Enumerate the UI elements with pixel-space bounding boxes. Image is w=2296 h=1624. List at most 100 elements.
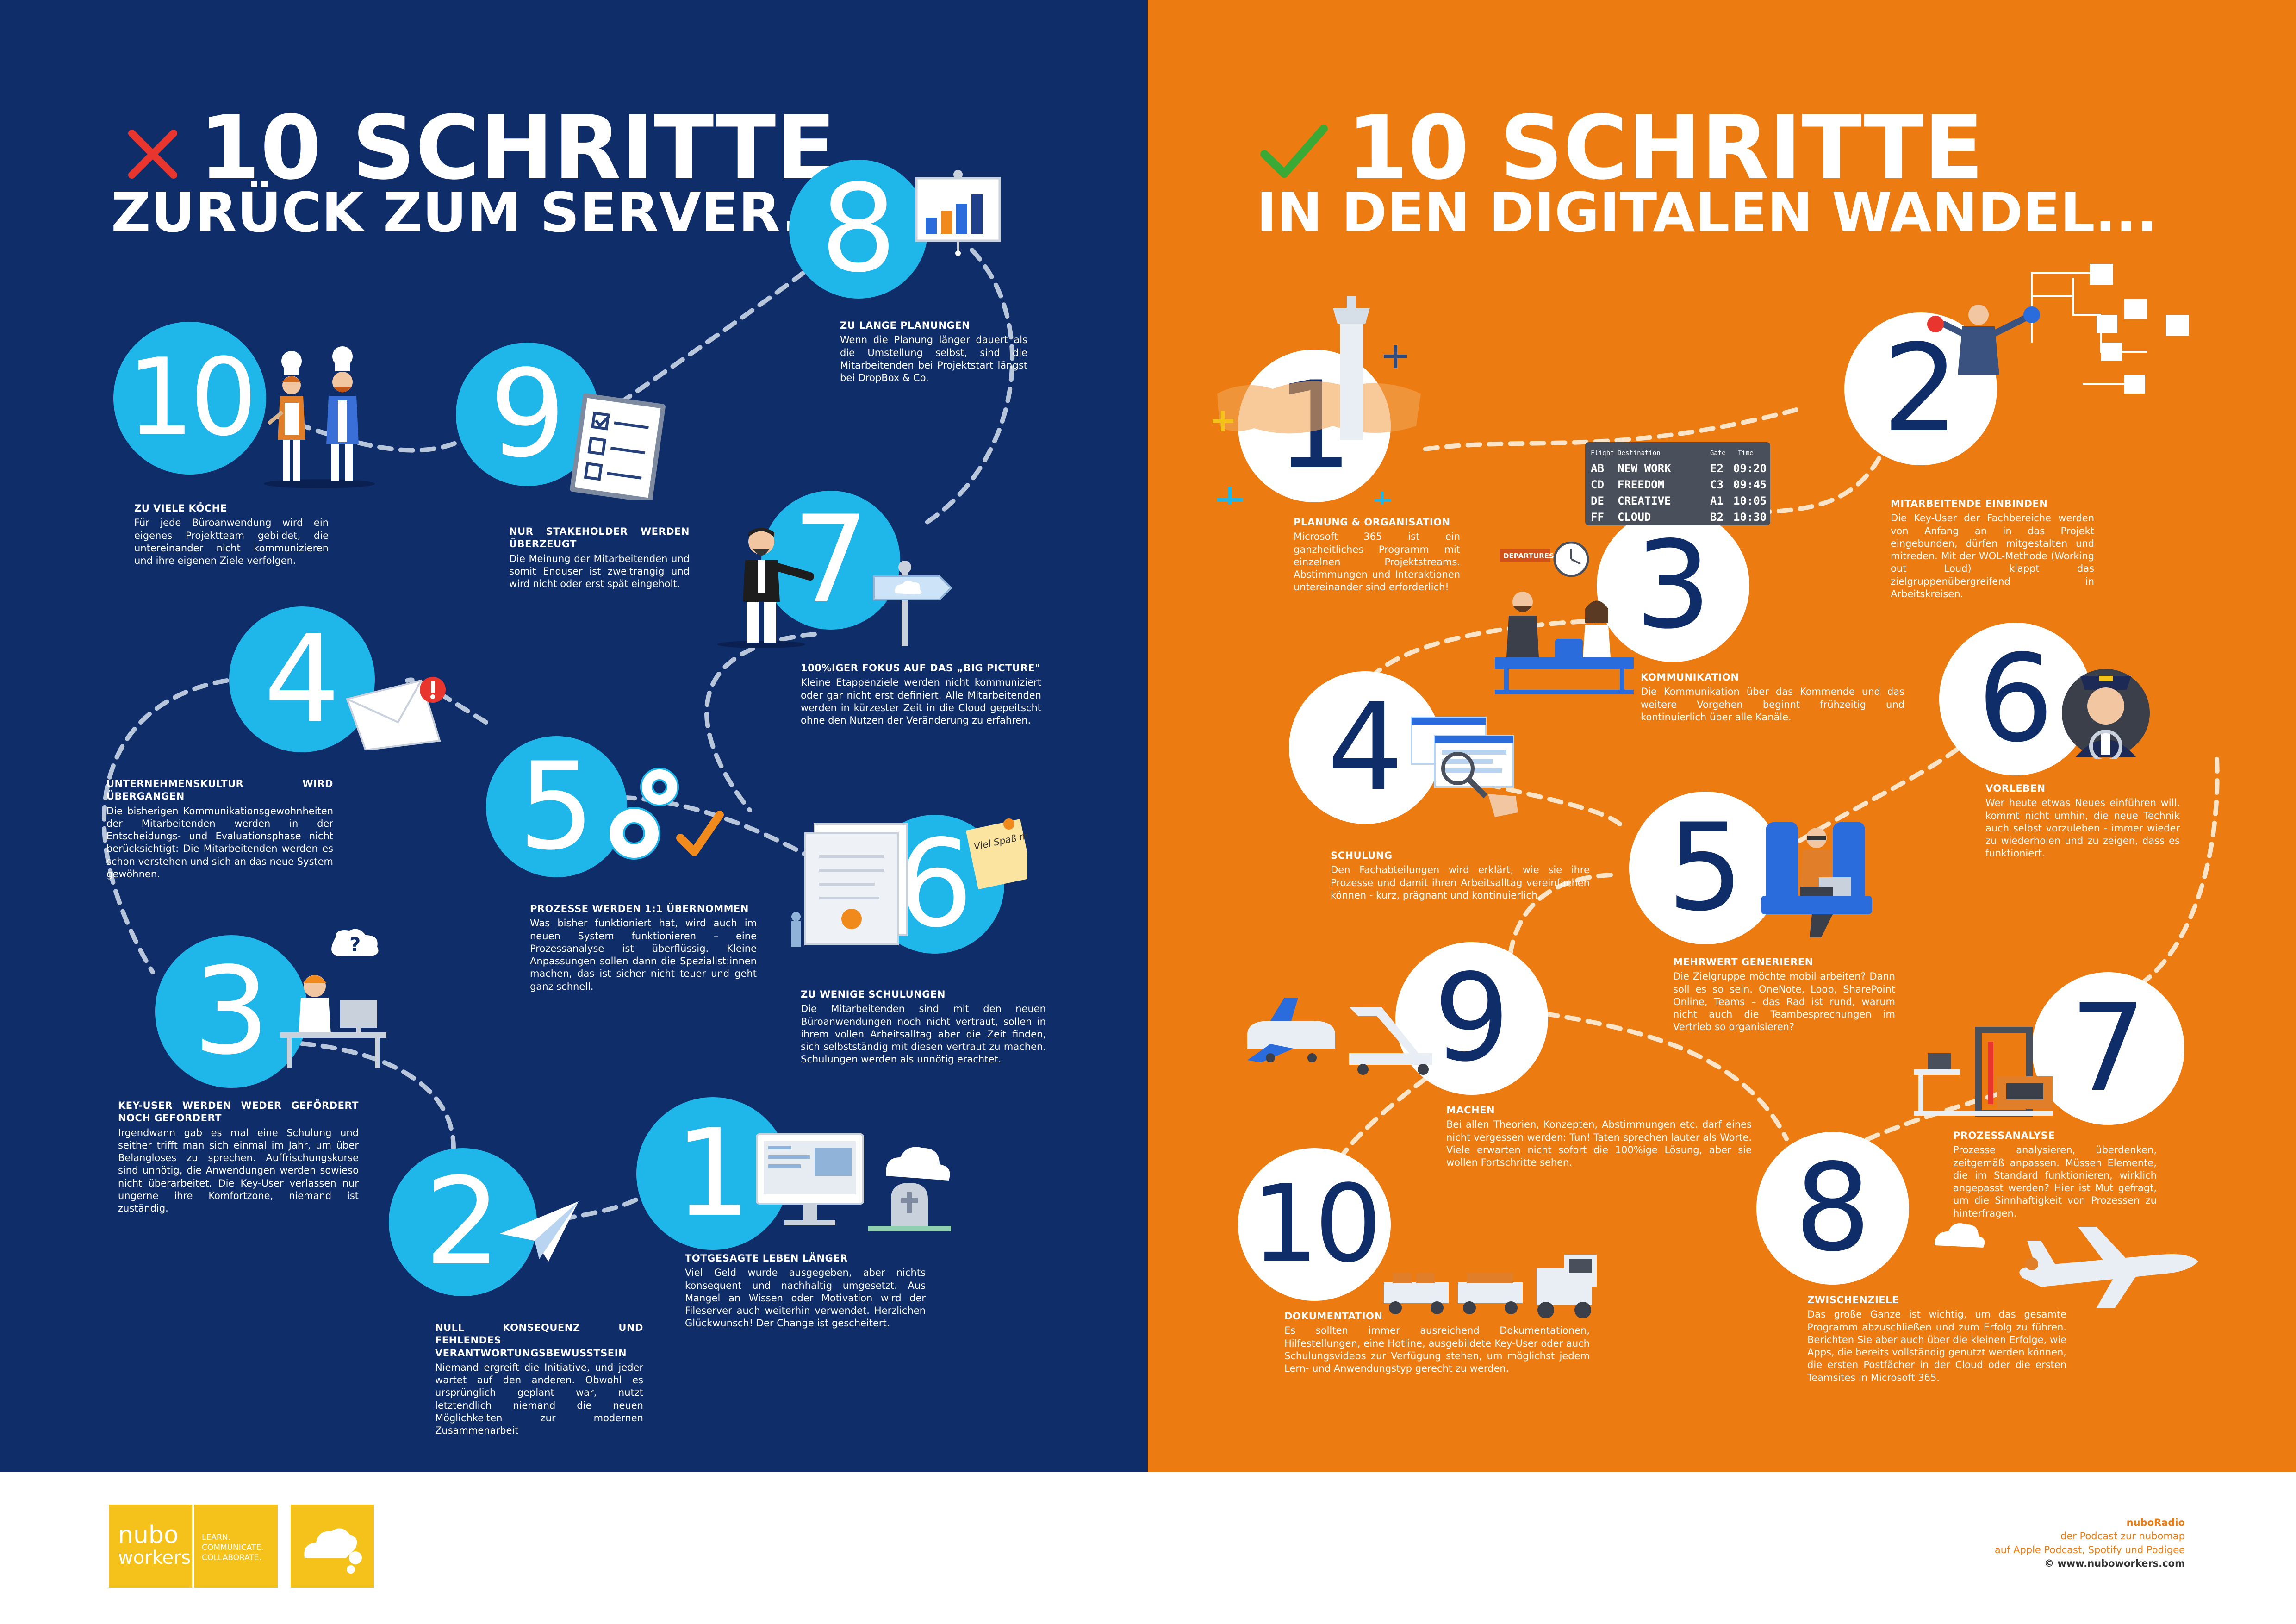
- baggage-truck-icon: [1384, 1255, 1597, 1318]
- tagline-line: LEARN.: [202, 1533, 230, 1542]
- tagline-box: LEARN. COMMUNICATE. COLLABORATE.: [194, 1505, 278, 1588]
- right-title-line1: 10 SCHRITTE: [1259, 104, 1984, 192]
- cloud-signpost-icon: [873, 561, 952, 646]
- board-cell: CLOUD: [1618, 511, 1651, 524]
- board-cell: C3: [1710, 478, 1724, 491]
- step-number: 2: [1882, 319, 1959, 459]
- step-head: PROZESSE WERDEN 1:1 ÜBERNOMMEN: [530, 903, 749, 914]
- chefs-icon: [264, 346, 375, 488]
- step-body: Prozesse analysieren, überdenken, zeitge…: [1953, 1144, 2157, 1219]
- board-cell: E2: [1710, 462, 1724, 475]
- step-head: ZWISCHENZIELE: [1807, 1294, 1899, 1305]
- board-cell: 09:20: [1733, 462, 1767, 475]
- left-title-line2: ZURÜCK ZUM SERVER...: [111, 181, 844, 244]
- right-step-circle-5: 5: [1629, 792, 1782, 944]
- step-head: MITARBEITENDE EINBINDEN: [1891, 498, 2048, 509]
- step-body: Die Kommunikation über das Kommende und …: [1641, 686, 1904, 723]
- step-body: Bei allen Theorien, Konzepten, Abstimmun…: [1446, 1119, 1752, 1168]
- businessman-icon: [717, 528, 814, 648]
- step-head: PROZESSANALYSE: [1953, 1130, 2055, 1141]
- step-head: ZU VIELE KÖCHE: [134, 503, 227, 514]
- paper-plane-icon: [500, 1201, 579, 1262]
- checklist-clipboard-icon: [570, 394, 666, 500]
- nubo-workers-logo: nubo workers: [109, 1505, 192, 1588]
- confused-user-desk-icon: ?: [280, 929, 386, 1068]
- cloud-logo-icon: [291, 1505, 374, 1588]
- departure-board-icon: Flight Destination Gate Time AB NEW WORK…: [1585, 442, 1770, 525]
- board-cell: A1: [1710, 494, 1724, 507]
- step-head: MACHEN: [1446, 1105, 1495, 1116]
- left-step-text-8: ZU LANGE PLANUNGEN Wenn die Planung länge…: [840, 319, 1027, 384]
- podcast-line1: der Podcast zur nubomap: [2060, 1530, 2185, 1542]
- step-number: 6: [1977, 629, 2054, 769]
- step-number: 2: [424, 1152, 501, 1292]
- left-step-text-10: ZU VIELE KÖCHE Für jede Büroanwendung wir…: [134, 502, 329, 567]
- step-number: 3: [1635, 516, 1711, 656]
- departures-sign-text: DEPARTURES: [1503, 552, 1554, 560]
- copyright-link[interactable]: © www.nuboworkers.com: [2044, 1558, 2185, 1569]
- flying-airplane-icon: [1935, 1223, 2198, 1308]
- step-body: Microsoft 365 ist ein ganzheitliches Pro…: [1294, 531, 1460, 593]
- red-x-icon: [125, 104, 180, 192]
- step-head: NUR STAKEHOLDER WERDEN ÜBERZEUGT: [509, 526, 690, 550]
- right-step-text-7: PROZESSANALYSE Prozesse analysieren, über…: [1953, 1130, 2157, 1220]
- step-body: Was bisher funktioniert hat, wird auch i…: [530, 918, 757, 992]
- right-step-circle-3: 3: [1597, 509, 1749, 662]
- tagline-line: COMMUNICATE.: [202, 1543, 264, 1553]
- left-step-circle-5: 5: [486, 736, 627, 877]
- browser-windows-hand-icon: [1411, 717, 1518, 817]
- right-step-text-3: KOMMUNIKATION Die Kommunikation über das …: [1641, 671, 1904, 724]
- left-step-text-1: TOTGESAGTE LEBEN LÄNGER Viel Geld wurde a…: [685, 1252, 926, 1330]
- control-tower-map-icon: [1213, 296, 1421, 505]
- step-head: VORLEBEN: [1985, 783, 2046, 794]
- waiting-travelers-icon: DEPARTURES: [1495, 542, 1634, 694]
- right-step-text-9: MACHEN Bei allen Theorien, Konzepten, Abs…: [1446, 1104, 1752, 1169]
- step-head: TOTGESAGTE LEBEN LÄNGER: [685, 1253, 848, 1264]
- step-head: KEY-USER WERDEN WEDER GEFÖRDERT NOCH GEF…: [118, 1100, 359, 1124]
- right-step-text-8: ZWISCHENZIELE Das große Ganze ist wichtig…: [1807, 1294, 2066, 1384]
- left-step-circle-2: 2: [389, 1148, 537, 1296]
- step-head: PLANUNG & ORGANISATION: [1294, 517, 1450, 528]
- step-body: Wenn die Planung länger dauert als die U…: [840, 334, 1027, 384]
- step-number: 7: [2070, 979, 2147, 1118]
- step-head: NULL KONSEQUENZ UND FEHLENDES VERANTWORT…: [435, 1322, 643, 1359]
- team-network-icon: [1927, 264, 2189, 410]
- board-cell: CREATIVE: [1618, 494, 1671, 507]
- step-number: 5: [518, 737, 595, 877]
- green-check-icon: [1259, 104, 1328, 192]
- left-step-text-5: PROZESSE WERDEN 1:1 ÜBERNOMMEN Was bisher…: [530, 903, 757, 993]
- pilot-avatar-icon: [2062, 669, 2150, 759]
- left-step-text-4: UNTERNEHMENSKULTUR WIRD ÜBERGANGEN Die bi…: [106, 778, 333, 881]
- computer-gravestone-icon: [756, 1133, 951, 1231]
- step-number: 10: [126, 336, 258, 460]
- step-body: Die Zielgruppe möchte mobil arbeiten? Da…: [1673, 971, 1895, 1033]
- step-number: 4: [263, 609, 341, 750]
- step-number: 7: [792, 490, 869, 630]
- board-header: Time: [1738, 450, 1754, 457]
- step-body: Kleine Etappenziele werden nicht kommuni…: [801, 677, 1041, 726]
- step-number: 9: [489, 344, 566, 484]
- logo-text-line2: workers: [118, 1547, 191, 1568]
- left-title-text: 10 SCHRITTE: [199, 97, 836, 199]
- right-step-circle-7: 7: [2032, 972, 2184, 1125]
- right-step-text-5: MEHRWERT GENERIEREN Die Zielgruppe möchte…: [1673, 956, 1895, 1034]
- left-step-text-6: ZU WENIGE SCHULUNGEN Die Mitarbeitenden s…: [801, 988, 1046, 1066]
- board-header: Flight: [1591, 450, 1614, 457]
- podcast-brand: nuboRadio: [2126, 1517, 2185, 1528]
- step-number: 8: [820, 159, 897, 299]
- step-body: Die bisherigen Kommunikationsgewohnheite…: [106, 805, 333, 880]
- step-number: 9: [1433, 949, 1510, 1088]
- step-body: Für jede Büroanwendung wird ein eigenes …: [134, 517, 329, 567]
- left-step-text-2: NULL KONSEQUENZ UND FEHLENDES VERANTWORT…: [435, 1322, 643, 1437]
- board-cell: NEW WORK: [1618, 462, 1671, 475]
- step-head: MEHRWERT GENERIEREN: [1673, 956, 1813, 968]
- airplane-stairs-icon: [1247, 998, 1432, 1075]
- board-cell: AB: [1591, 462, 1604, 475]
- step-body: Wer heute etwas Neues einführen will, ko…: [1985, 797, 2180, 859]
- step-head: UNTERNEHMENSKULTUR WIRD ÜBERGANGEN: [106, 778, 333, 802]
- board-cell: CD: [1591, 478, 1604, 491]
- right-step-circle-8: 8: [1756, 1132, 1909, 1285]
- board-cell: 09:45: [1733, 478, 1767, 491]
- step-number: 5: [1667, 798, 1744, 938]
- left-step-circle-3: 3: [155, 935, 308, 1088]
